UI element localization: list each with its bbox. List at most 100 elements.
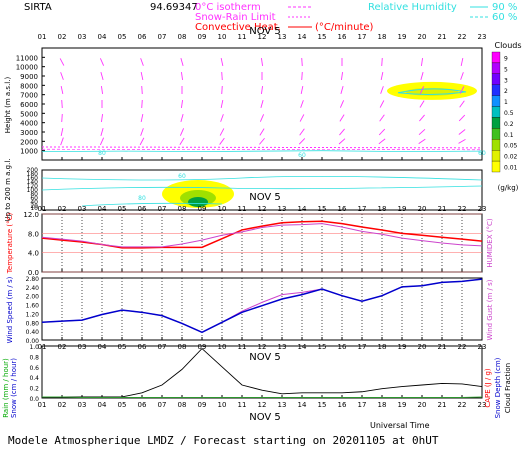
wind-arrow bbox=[140, 128, 144, 136]
x-tick-top-clouds-04: 04 bbox=[98, 33, 107, 41]
x-tick-bottom-precip-07: 07 bbox=[158, 401, 167, 409]
x-tick-top-clouds-06: 06 bbox=[138, 33, 147, 41]
wind-arrow bbox=[378, 138, 386, 145]
wind-arrow bbox=[99, 137, 105, 146]
y-tick-lower-100: 100 bbox=[27, 187, 39, 194]
x-tick-top-temperature-10: 10 bbox=[218, 205, 227, 213]
x-tick-bottom-precip-06: 06 bbox=[138, 401, 147, 409]
temp-series-HUMIDEX bbox=[41, 223, 483, 248]
wind-arrow bbox=[60, 127, 64, 137]
colorbar-swatch-7 bbox=[491, 128, 501, 140]
wind-arrow bbox=[180, 58, 184, 66]
x-tick-bottom-wind-12: 12 bbox=[258, 343, 267, 351]
x-tick-top-temperature-03: 03 bbox=[78, 205, 87, 213]
x-tick-top-temperature-18: 18 bbox=[378, 205, 387, 213]
y-tick-upper-5000: 5000 bbox=[20, 110, 38, 118]
y-tick-lower-20: 20 bbox=[30, 203, 38, 210]
x-tick-top-clouds-22: 22 bbox=[458, 33, 467, 41]
colorbar-swatch-2 bbox=[491, 73, 501, 85]
wind-date-label: NOV 5 bbox=[249, 352, 281, 363]
clouds-date-label: NOV 5 bbox=[249, 26, 281, 37]
colorbar-tick-0: 9 bbox=[504, 55, 508, 62]
temp-y-tick-4.0: 4.0 bbox=[28, 250, 39, 258]
temp-series-Temperature bbox=[41, 220, 483, 249]
wind-arrow bbox=[140, 71, 144, 81]
rh-contour-label-4: 60 bbox=[178, 173, 186, 180]
wind-ylabel: Wind Speed (m / s) bbox=[6, 276, 14, 343]
wind-arrow bbox=[378, 128, 386, 136]
x-tick-bottom-precip-15: 15 bbox=[318, 401, 327, 409]
wind-arrow bbox=[60, 72, 64, 80]
colorbar-swatch-3 bbox=[491, 84, 501, 96]
x-tick-top-temperature-13: 13 bbox=[278, 205, 287, 213]
colorbar-tick-9: 0.02 bbox=[504, 154, 518, 161]
wind-arrow bbox=[260, 100, 264, 108]
x-tick-top-clouds-10: 10 bbox=[218, 33, 227, 41]
wind-arrow bbox=[220, 57, 224, 67]
x-tick-top-clouds-05: 05 bbox=[118, 33, 127, 41]
x-tick-top-temperature-20: 20 bbox=[418, 205, 427, 213]
x-tick-top-temperature-12: 12 bbox=[258, 205, 267, 213]
x-tick-top-clouds-20: 20 bbox=[418, 33, 427, 41]
x-tick-bottom-precip-19: 19 bbox=[398, 401, 407, 409]
x-tick-top-clouds-19: 19 bbox=[398, 33, 407, 41]
x-tick-bottom-wind-07: 07 bbox=[158, 343, 167, 351]
snow-ylabel: Snow (cm / hour) bbox=[10, 358, 18, 418]
wind-arrow bbox=[260, 85, 264, 95]
x-tick-bottom-wind-11: 11 bbox=[238, 343, 247, 351]
x-tick-top-temperature-15: 15 bbox=[318, 205, 327, 213]
colorbar-tick-1: 5 bbox=[504, 66, 508, 73]
wind-arrow bbox=[259, 114, 265, 122]
wind-arrow bbox=[419, 86, 425, 94]
wind-arrow bbox=[100, 128, 104, 136]
station-name: SIRTA bbox=[24, 2, 52, 13]
x-tick-bottom-wind-05: 05 bbox=[118, 343, 127, 351]
colorbar-tick-8: 0.05 bbox=[504, 143, 518, 150]
x-tick-bottom-wind-04: 04 bbox=[98, 343, 107, 351]
x-tick-bottom-precip-09: 09 bbox=[198, 401, 207, 409]
colorbar-title: Clouds bbox=[494, 41, 521, 50]
y-tick-lower-160: 160 bbox=[27, 175, 39, 182]
x-tick-bottom-precip-11: 11 bbox=[238, 401, 247, 409]
wind-arrow bbox=[140, 113, 144, 123]
x-tick-bottom-wind-21: 21 bbox=[438, 343, 447, 351]
x-tick-bottom-precip-16: 16 bbox=[338, 401, 347, 409]
rh-contour-lower-2 bbox=[41, 185, 483, 191]
y-tick-upper-7000: 7000 bbox=[20, 92, 38, 100]
colorbar-tick-5: 0.5 bbox=[504, 110, 514, 117]
wind-arrow bbox=[179, 137, 185, 145]
colorbar-swatch-8 bbox=[491, 139, 501, 151]
wind-y-tick-0.80: 0.80 bbox=[26, 320, 40, 327]
wind-arrow bbox=[60, 137, 64, 146]
x-tick-top-temperature-19: 19 bbox=[398, 205, 407, 213]
wind-arrow bbox=[61, 99, 63, 109]
wind-y-tick-2.80: 2.80 bbox=[26, 276, 40, 283]
x-tick-bottom-precip-02: 02 bbox=[58, 401, 67, 409]
precip-y-tick-0.0: 0.0 bbox=[29, 396, 39, 403]
x-tick-top-temperature-21: 21 bbox=[438, 205, 447, 213]
x-tick-top-clouds-08: 08 bbox=[178, 33, 187, 41]
x-tick-top-temperature-06: 06 bbox=[138, 205, 147, 213]
rh-contour-label-1: 60 bbox=[298, 152, 306, 159]
y-tick-lower-40: 40 bbox=[30, 199, 38, 206]
x-tick-bottom-wind-02: 02 bbox=[58, 343, 67, 351]
colorbar-swatch-5 bbox=[491, 106, 501, 118]
temp-y-tick-12.0: 12.0 bbox=[23, 211, 39, 219]
wind-arrow bbox=[180, 99, 184, 109]
colorbar-swatch-0 bbox=[491, 51, 501, 64]
x-tick-top-clouds-14: 14 bbox=[298, 33, 307, 41]
x-tick-top-clouds-03: 03 bbox=[78, 33, 87, 41]
x-tick-top-temperature-16: 16 bbox=[338, 205, 347, 213]
wind-arrow bbox=[221, 85, 223, 95]
wind-y-tick-1.60: 1.60 bbox=[26, 303, 40, 310]
x-tick-bottom-precip-17: 17 bbox=[358, 401, 367, 409]
x-tick-top-temperature-02: 02 bbox=[58, 205, 67, 213]
wind-arrow bbox=[338, 138, 346, 145]
x-tick-top-temperature-11: 11 bbox=[238, 205, 247, 213]
x-tick-top-temperature-17: 17 bbox=[358, 205, 367, 213]
precip-y-tick-0.2: 0.2 bbox=[29, 386, 39, 393]
isotherm-legend-label: 0°C isotherm bbox=[195, 2, 261, 13]
wind-arrow bbox=[459, 100, 465, 108]
x-tick-bottom-precip-20: 20 bbox=[418, 401, 427, 409]
